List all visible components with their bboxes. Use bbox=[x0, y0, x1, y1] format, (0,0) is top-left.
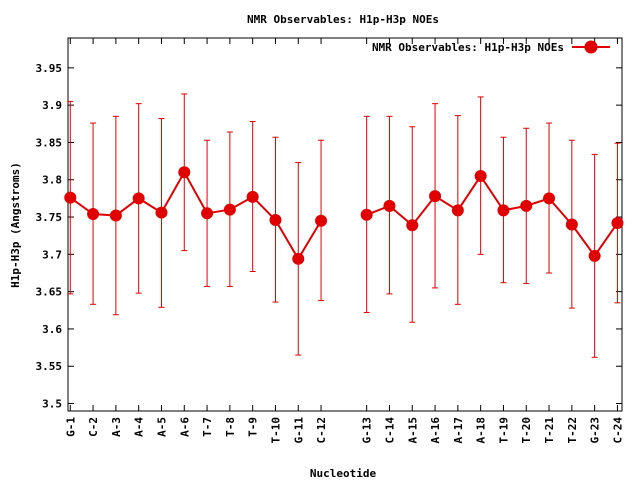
plot-frame bbox=[67, 37, 623, 412]
data-point bbox=[474, 170, 487, 183]
y-tick-label: 3.7 bbox=[42, 248, 62, 261]
series-line bbox=[366, 174, 619, 258]
y-tick-label: 3.75 bbox=[36, 211, 63, 224]
data-point bbox=[565, 218, 578, 231]
data-point bbox=[87, 208, 100, 221]
x-axis: G-1 C-2 A-3 A-4 A-5 A-6 T-7 T-8 T-9 T-10 G-11 C-12 G… bbox=[64, 38, 624, 444]
x-tick-label: T-19 bbox=[497, 417, 510, 444]
x-tick-label: G-13 bbox=[361, 417, 374, 444]
data-point bbox=[360, 208, 373, 221]
y-tick-label: 3.85 bbox=[36, 136, 63, 149]
legend-label: NMR Observables: H1p-H3p NOEs bbox=[372, 41, 564, 54]
legend-marker bbox=[584, 40, 598, 54]
x-tick-label: A-3 bbox=[110, 417, 123, 437]
x-tick-label: A-6 bbox=[178, 417, 191, 437]
y-tick-label: 3.95 bbox=[36, 62, 63, 75]
y-tick-label: 3.65 bbox=[36, 286, 63, 299]
y-tick-label: 3.9 bbox=[42, 99, 62, 112]
y-tick-label: 3.8 bbox=[42, 174, 62, 187]
x-tick-label: G-1 bbox=[64, 417, 77, 437]
x-tick-label: C-14 bbox=[383, 417, 396, 444]
y-axis: 3.5 3.55 3.6 3.65 3.7 3.75 3.8 3.85 3.9 3.95 bbox=[36, 62, 622, 411]
chart-title: NMR Observables: H1p-H3p NOEs bbox=[247, 13, 439, 26]
x-tick-label: G-23 bbox=[589, 417, 602, 444]
x-tick-label: T-10 bbox=[269, 417, 282, 444]
x-tick-label: A-15 bbox=[406, 417, 419, 444]
data-point bbox=[497, 204, 510, 217]
x-tick-label: T-22 bbox=[566, 417, 579, 444]
data-point bbox=[406, 219, 419, 232]
y-tick-label: 3.6 bbox=[42, 323, 62, 336]
data-point bbox=[155, 206, 168, 219]
data-point bbox=[543, 192, 556, 205]
data-point bbox=[246, 190, 259, 203]
x-tick-label: T-9 bbox=[247, 417, 260, 437]
x-tick-label: T-8 bbox=[224, 417, 237, 437]
data-series bbox=[64, 93, 624, 358]
x-tick-label: T-20 bbox=[520, 417, 533, 444]
data-point bbox=[611, 217, 624, 230]
data-point bbox=[109, 209, 122, 222]
x-tick-label: C-12 bbox=[315, 417, 328, 444]
y-axis-label: H1p-H3p (Angstroms) bbox=[9, 162, 22, 288]
x-tick-label: C-2 bbox=[87, 417, 100, 437]
x-tick-label: A-18 bbox=[475, 417, 488, 444]
x-tick-label: A-16 bbox=[429, 417, 442, 444]
data-point bbox=[64, 191, 77, 204]
y-tick-label: 3.5 bbox=[42, 398, 62, 411]
data-point bbox=[588, 249, 601, 262]
x-axis-label: Nucleotide bbox=[310, 467, 377, 480]
y-tick-label: 3.55 bbox=[36, 360, 63, 373]
x-tick-label: A-5 bbox=[155, 417, 168, 437]
x-tick-label: C-24 bbox=[611, 417, 624, 444]
data-point bbox=[520, 199, 533, 212]
series-line bbox=[69, 170, 322, 261]
data-point bbox=[178, 166, 191, 179]
x-tick-label: A-4 bbox=[133, 417, 146, 437]
data-point bbox=[292, 252, 305, 265]
x-tick-label: T-7 bbox=[201, 417, 214, 437]
data-point bbox=[223, 203, 236, 216]
data-point bbox=[383, 199, 396, 212]
data-point bbox=[451, 204, 464, 217]
legend: NMR Observables: H1p-H3p NOEs bbox=[372, 40, 610, 54]
x-tick-label: T-21 bbox=[543, 417, 556, 444]
data-point bbox=[132, 192, 145, 205]
x-tick-label: G-11 bbox=[292, 417, 305, 444]
data-point bbox=[429, 190, 442, 203]
x-tick-label: A-17 bbox=[452, 417, 465, 444]
data-point bbox=[315, 214, 328, 227]
data-point bbox=[201, 207, 214, 220]
data-point bbox=[269, 214, 282, 227]
